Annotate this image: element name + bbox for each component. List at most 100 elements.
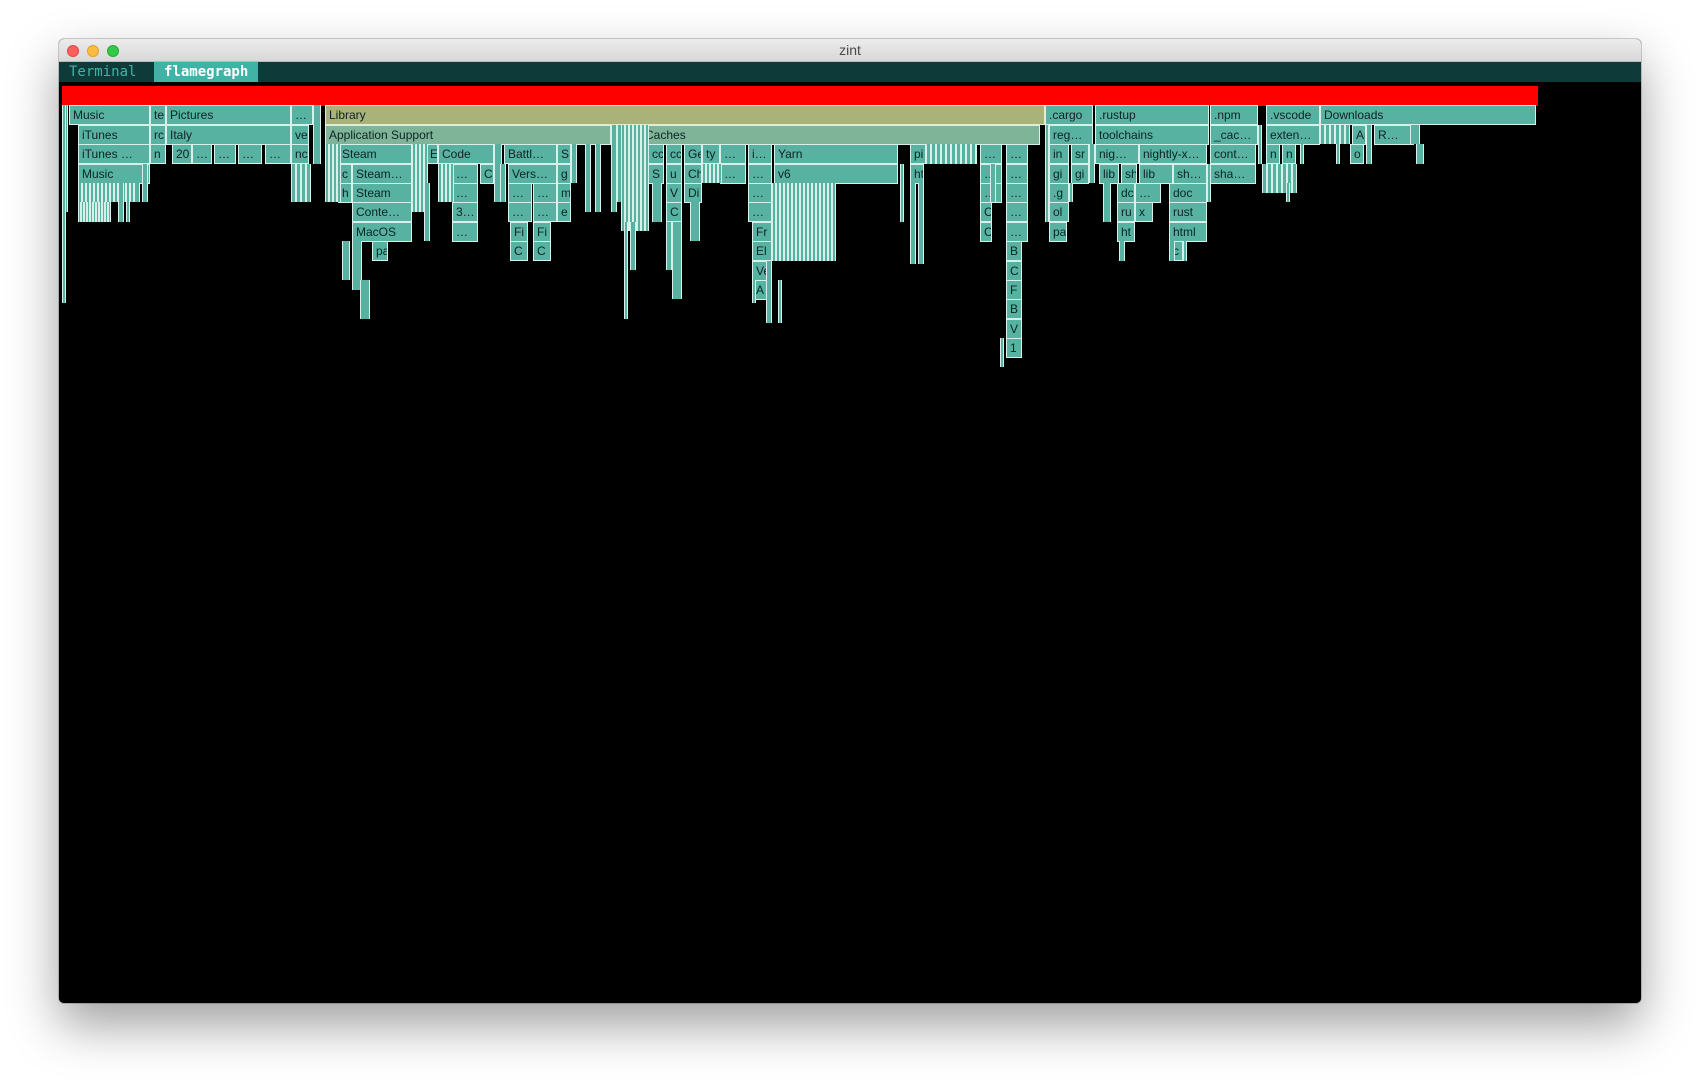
flame-frame[interactable]: C	[1006, 260, 1022, 281]
flame-frame[interactable]: m	[557, 183, 571, 203]
flame-frame[interactable]: Music	[69, 105, 150, 126]
flame-frame[interactable]: .vscode	[1266, 105, 1320, 126]
flame-frame[interactable]: Application Support	[325, 124, 611, 145]
flame-frame[interactable]: Library	[325, 105, 1045, 126]
flame-frame[interactable]: S	[557, 144, 571, 165]
flame-frame[interactable]: …	[720, 144, 746, 165]
flame-frame[interactable]: C	[980, 202, 992, 223]
flame-frame[interactable]: Code	[438, 144, 494, 165]
flame-frame[interactable]: ht	[1117, 221, 1135, 242]
flamegraph-root-frame[interactable]	[62, 86, 1538, 106]
flame-frame[interactable]: …	[291, 105, 313, 126]
flame-frame[interactable]: cont…	[1210, 144, 1256, 165]
flame-frame[interactable]: Steam	[338, 144, 412, 165]
flame-frame[interactable]: rc	[150, 124, 166, 145]
flame-frame[interactable]: .rustup	[1095, 105, 1209, 126]
flame-frame[interactable]: …	[1006, 163, 1028, 184]
flame-frame[interactable]: C	[980, 221, 992, 242]
flame-frame[interactable]: html	[1169, 221, 1207, 242]
flame-frame[interactable]: …	[452, 221, 478, 242]
minimize-window-button[interactable]	[87, 45, 99, 57]
flame-frame[interactable]: Ap	[1352, 124, 1366, 145]
flame-frame[interactable]: Pictures	[166, 105, 291, 126]
tab-terminal[interactable]: Terminal	[69, 64, 137, 80]
flame-frame[interactable]: …	[214, 144, 236, 165]
flame-frame[interactable]: C	[480, 163, 494, 184]
flame-frame[interactable]: sh	[1121, 163, 1137, 184]
flame-frame[interactable]: sh…	[1173, 163, 1207, 184]
flame-frame[interactable]: exten…	[1266, 124, 1320, 145]
flame-frame[interactable]: Conte…	[352, 202, 412, 223]
flame-frame[interactable]: …	[720, 163, 746, 184]
flame-frame[interactable]: iTunes	[78, 124, 150, 145]
flame-frame[interactable]: MacOS	[352, 221, 412, 242]
flame-frame[interactable]: C	[666, 202, 682, 223]
flame-frame[interactable]: 20	[172, 144, 192, 165]
flame-frame[interactable]: _cac…	[1210, 124, 1258, 145]
flame-frame[interactable]: nightly-x…	[1139, 144, 1207, 165]
flame-frame[interactable]: gi	[1071, 163, 1089, 184]
flame-frame[interactable]: …	[1006, 221, 1028, 242]
flame-frame[interactable]: .g	[1049, 183, 1069, 203]
zoom-window-button[interactable]	[107, 45, 119, 57]
flame-frame[interactable]: Fi	[510, 221, 528, 242]
flame-frame[interactable]: nc	[291, 144, 309, 165]
flame-frame[interactable]: S	[648, 163, 664, 184]
flame-frame[interactable]: …	[1006, 144, 1028, 165]
flame-frame[interactable]: …	[452, 183, 478, 203]
flame-frame[interactable]: B	[1006, 241, 1022, 262]
flame-frame[interactable]: te	[150, 105, 166, 126]
flame-frame[interactable]: …	[748, 183, 772, 203]
flame-frame[interactable]: ru	[1117, 202, 1135, 223]
flame-frame[interactable]: Battl…	[504, 144, 557, 165]
close-window-button[interactable]	[67, 45, 79, 57]
flame-frame[interactable]: …	[1135, 183, 1161, 203]
flame-frame[interactable]: Vers…	[508, 163, 557, 184]
flame-frame[interactable]: v6	[774, 163, 898, 184]
flame-frame[interactable]: o	[1350, 144, 1364, 165]
flame-frame[interactable]: …	[980, 144, 1002, 165]
flame-frame[interactable]: lib	[1099, 163, 1119, 184]
flame-frame[interactable]: 3…	[452, 202, 478, 223]
flame-frame[interactable]: Fi	[533, 221, 551, 242]
flame-frame[interactable]: nig…	[1095, 144, 1139, 165]
flame-frame[interactable]: Yarn	[774, 144, 898, 165]
flame-frame[interactable]: …	[508, 183, 532, 203]
flame-frame[interactable]: g	[557, 163, 571, 184]
flame-frame[interactable]: …	[1006, 202, 1028, 223]
flame-frame[interactable]: …	[238, 144, 262, 165]
flame-frame[interactable]: n	[1266, 144, 1280, 165]
flame-frame[interactable]: …	[452, 163, 478, 184]
flame-frame[interactable]: e	[557, 202, 571, 223]
flame-frame[interactable]: V	[1006, 318, 1022, 339]
flame-frame[interactable]: ol	[1049, 202, 1069, 223]
flame-frame[interactable]: C	[510, 241, 528, 262]
flame-frame[interactable]: ve	[291, 124, 309, 145]
flame-frame[interactable]: cc	[666, 144, 682, 165]
flame-frame[interactable]: F	[1006, 280, 1022, 300]
flame-frame[interactable]: cc	[648, 144, 664, 165]
flame-frame[interactable]: …	[265, 144, 291, 165]
flame-frame[interactable]: Italy	[166, 124, 291, 145]
flame-frame[interactable]: sha…	[1210, 163, 1256, 184]
flame-frame[interactable]: Fr	[752, 221, 772, 242]
flame-frame[interactable]: in	[1049, 144, 1069, 165]
flame-frame[interactable]: Caches	[641, 124, 1040, 145]
flame-frame[interactable]: Music	[78, 163, 150, 184]
flame-frame[interactable]: ht	[910, 163, 924, 184]
flame-frame[interactable]: …	[748, 202, 772, 223]
flame-frame[interactable]: El	[752, 241, 772, 262]
flame-frame[interactable]: sr	[1071, 144, 1089, 165]
flame-frame[interactable]: rust	[1169, 202, 1207, 223]
flame-frame[interactable]: gi	[1049, 163, 1069, 184]
flame-frame[interactable]: Ge	[684, 144, 702, 165]
flame-frame[interactable]: ty	[702, 144, 720, 165]
flame-frame[interactable]: C	[533, 241, 551, 262]
flame-frame[interactable]: pi	[910, 144, 926, 165]
flame-frame[interactable]: Downloads	[1320, 105, 1536, 126]
flame-frame[interactable]: …	[192, 144, 212, 165]
flame-frame[interactable]: lib	[1139, 163, 1173, 184]
flame-frame[interactable]: x	[1135, 202, 1153, 223]
flame-frame[interactable]: iTunes …	[78, 144, 150, 165]
flame-frame[interactable]: pa	[372, 241, 388, 262]
